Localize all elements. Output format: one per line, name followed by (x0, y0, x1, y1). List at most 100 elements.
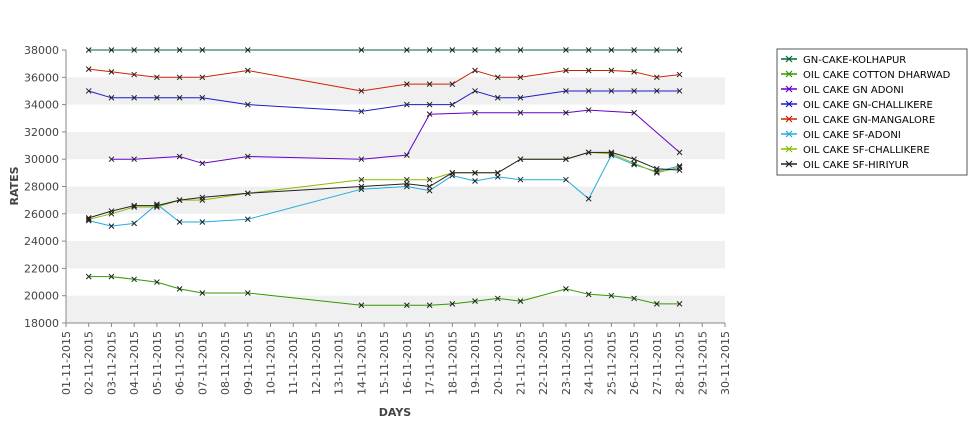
data-point-marker (676, 149, 683, 156)
data-point-marker (449, 101, 456, 108)
data-point-marker (131, 276, 138, 283)
legend-marker (785, 85, 793, 93)
data-point-marker (653, 165, 660, 172)
data-point-marker (676, 88, 683, 94)
series-line (88, 151, 680, 219)
x-tick-label: 07-11-2015 (196, 331, 209, 395)
data-point-marker (154, 47, 160, 53)
data-point-marker (653, 74, 660, 81)
data-point-marker (608, 149, 615, 156)
data-point-marker (108, 208, 115, 214)
series-line (88, 276, 680, 306)
data-point-marker (244, 216, 251, 223)
x-tick-label: 25-11-2015 (605, 331, 618, 395)
data-point-marker (199, 290, 206, 296)
data-point-marker (676, 301, 683, 307)
legend-marker (785, 100, 793, 108)
series-group (85, 273, 683, 309)
data-point-marker (472, 178, 478, 184)
data-point-marker (653, 47, 660, 53)
y-tick-label: 22000 (24, 262, 59, 275)
x-tick-label: 01-11-2015 (60, 331, 73, 395)
data-point-marker (176, 286, 183, 292)
x-tick-label: 28-11-2015 (674, 331, 687, 395)
data-point-marker (653, 169, 660, 176)
series-group (108, 107, 683, 167)
data-point-marker (404, 81, 410, 87)
x-tick-label: 21-11-2015 (514, 331, 527, 395)
x-tick-label: 10-11-2015 (265, 331, 278, 395)
data-point-marker (358, 47, 365, 53)
data-point-marker (358, 302, 365, 309)
data-point-marker (563, 47, 569, 53)
y-tick-label: 32000 (24, 126, 59, 139)
data-point-marker (517, 47, 524, 53)
series-line (88, 90, 680, 112)
data-point-marker (154, 279, 160, 285)
legend-marker (785, 115, 793, 123)
grid-band (66, 295, 725, 323)
data-point-marker (608, 292, 615, 299)
data-point-marker (426, 302, 433, 309)
data-point-marker (585, 67, 592, 74)
data-point-marker (631, 156, 637, 163)
x-tick-label: 29-11-2015 (696, 331, 709, 395)
data-point-marker (472, 169, 478, 176)
data-point-marker (585, 149, 592, 156)
grid-band (66, 241, 725, 269)
data-point-marker (108, 156, 115, 163)
y-tick-label: 18000 (24, 317, 59, 330)
data-point-marker (608, 47, 615, 53)
data-point-marker (517, 74, 524, 81)
data-point-marker (426, 183, 433, 190)
x-tick-label: 19-11-2015 (469, 331, 482, 395)
data-point-marker (176, 94, 183, 101)
legend-label: OIL CAKE SF-ADONI (803, 130, 901, 141)
data-point-marker (358, 176, 365, 183)
data-point-marker (585, 88, 592, 94)
data-point-marker (517, 109, 524, 116)
data-point-marker (85, 88, 92, 94)
data-point-marker (426, 187, 433, 194)
data-point-marker (494, 74, 501, 81)
series-line (88, 154, 680, 227)
legend-label: OIL CAKE GN-MANGALORE (803, 115, 935, 126)
data-point-marker (517, 176, 524, 183)
x-tick-label: 15-11-2015 (378, 331, 391, 395)
legend-label: OIL CAKE GN-CHALLIKERE (803, 100, 933, 111)
data-point-marker (494, 169, 501, 176)
data-point-marker (358, 156, 365, 163)
data-point-marker (517, 156, 524, 163)
x-tick-label: 14-11-2015 (355, 331, 368, 395)
x-tick-label: 27-11-2015 (651, 331, 664, 395)
data-point-marker (426, 101, 433, 108)
legend-marker (785, 70, 793, 78)
data-point-marker (108, 273, 115, 280)
x-tick-label: 20-11-2015 (492, 331, 505, 395)
data-point-marker (563, 109, 569, 116)
x-tick-label: 02-11-2015 (83, 331, 96, 395)
data-point-marker (154, 94, 160, 101)
data-point-marker (426, 111, 433, 118)
series-line (111, 109, 680, 164)
data-point-marker (676, 71, 683, 78)
data-point-marker (108, 223, 115, 229)
data-point-marker (176, 47, 183, 53)
data-point-marker (199, 160, 206, 167)
data-point-marker (472, 47, 478, 53)
data-point-marker (472, 88, 478, 94)
data-point-marker (176, 74, 183, 81)
y-tick-label: 26000 (24, 208, 59, 221)
x-tick-label: 05-11-2015 (151, 331, 164, 395)
data-point-marker (358, 108, 365, 115)
data-point-marker (608, 88, 615, 94)
data-point-marker (199, 194, 206, 201)
data-point-marker (404, 152, 410, 158)
data-point-marker (131, 94, 138, 101)
data-point-marker (472, 109, 478, 116)
x-tick-label: 03-11-2015 (105, 331, 118, 395)
x-tick-label: 16-11-2015 (401, 331, 414, 395)
data-point-marker (585, 195, 592, 202)
legend-label: OIL CAKE SF-HIRIYUR (803, 160, 909, 171)
